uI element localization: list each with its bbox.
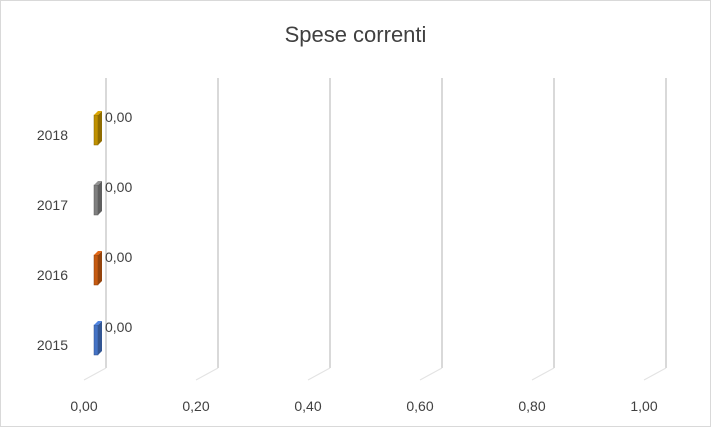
x-tick-label-1: 0,20: [182, 398, 209, 414]
bar-front-2017: [93, 184, 99, 216]
gridlines: [83, 78, 667, 381]
bar-2016: [93, 251, 102, 286]
y-tick-label-2017: 2017: [37, 197, 68, 213]
bar-front-2016: [93, 254, 99, 286]
x-tick-label-0: 0,00: [70, 398, 97, 414]
bar-front-2015: [93, 324, 99, 356]
bar-2015: [93, 321, 102, 356]
gridline-foot-5: [643, 367, 667, 381]
bar-top-2015: [94, 321, 102, 325]
x-axis-ticks: 0,00 0,20 0,40 0,60 0,80 1,00: [70, 398, 657, 414]
data-label-2018: 0,00: [105, 109, 132, 125]
bar-side-2017: [98, 181, 102, 215]
bar-top-2016: [94, 251, 102, 255]
gridline-foot-2: [307, 367, 331, 381]
bar-side-2018: [98, 111, 102, 145]
gridline-foot-4: [531, 367, 555, 381]
bar-2017: [93, 181, 102, 216]
data-labels: 0,00 0,00 0,00 0,00: [105, 109, 132, 335]
bar-side-2015: [98, 321, 102, 355]
y-axis-ticks: 2015 2016 2017 2018: [37, 127, 68, 353]
bars: [93, 111, 102, 356]
x-tick-label-2: 0,40: [294, 398, 321, 414]
y-tick-label-2016: 2016: [37, 267, 68, 283]
y-tick-label-2015: 2015: [37, 337, 68, 353]
y-tick-label-2018: 2018: [37, 127, 68, 143]
chart-title: Spese correnti: [284, 22, 427, 47]
gridline-foot-3: [419, 367, 443, 381]
bar-front-2018: [93, 114, 99, 146]
data-label-2015: 0,00: [105, 319, 132, 335]
x-tick-label-5: 1,00: [630, 398, 657, 414]
bar-2018: [93, 111, 102, 146]
x-tick-label-4: 0,80: [518, 398, 545, 414]
data-label-2017: 0,00: [105, 179, 132, 195]
data-label-2016: 0,00: [105, 249, 132, 265]
bar-top-2017: [94, 181, 102, 185]
gridline-foot-1: [195, 367, 219, 381]
x-tick-label-3: 0,60: [406, 398, 433, 414]
gridline-foot-0: [83, 367, 107, 381]
bar-top-2018: [94, 111, 102, 115]
bar-side-2016: [98, 251, 102, 285]
